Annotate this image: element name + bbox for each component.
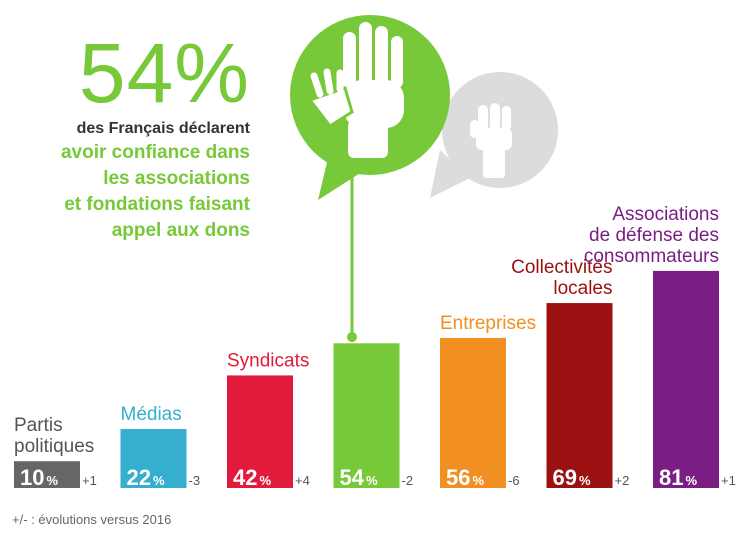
connector-dot [347, 332, 357, 342]
claim-line: et fondations faisant [64, 194, 250, 215]
claim-line: les associations [103, 168, 250, 189]
bar-category-label: de défense des [589, 225, 719, 246]
headline-percent: 54% [78, 26, 250, 120]
bar-value-label: 10% [20, 465, 58, 490]
bar-unit-label: % [685, 473, 697, 488]
bar-category-label: politiques [14, 436, 94, 457]
bar [227, 375, 293, 488]
bar-change-label: +2 [615, 473, 630, 488]
bar-category-label: Médias [121, 404, 182, 425]
bar-change-label: -3 [189, 473, 201, 488]
bar-unit-label: % [366, 473, 378, 488]
bar [546, 303, 613, 488]
bar [440, 337, 506, 488]
bar-category-label: Entreprises [440, 313, 536, 334]
bar-value-label: 69% [553, 465, 591, 490]
bar [120, 429, 187, 488]
bar-change-label: -2 [402, 473, 414, 488]
raised-fist-icon [470, 103, 512, 178]
bar-change-label: +4 [295, 473, 310, 488]
bar [653, 270, 719, 488]
claim-line: avoir confiance dans [60, 142, 250, 163]
claim-line: appel aux dons [111, 220, 250, 241]
bar-unit-label: % [46, 473, 58, 488]
headline-claim: avoir confiance dans les associations et… [20, 140, 250, 244]
bar-category-label: consommateurs [584, 246, 719, 267]
bar-category-label: Partis [14, 415, 63, 436]
bar-change-label: -6 [508, 473, 520, 488]
bar-unit-label: % [153, 473, 165, 488]
bar-unit-label: % [259, 473, 271, 488]
bar-change-label: +1 [721, 473, 736, 488]
headline-block: 54% des Français déclarent avoir confian… [20, 30, 250, 244]
bar-change-label: +1 [82, 473, 97, 488]
bar [14, 461, 80, 488]
helping-hand-icon [343, 22, 404, 158]
footnote: +/- : évolutions versus 2016 [12, 512, 172, 527]
bar [333, 343, 400, 488]
bar-category-label: locales [553, 278, 612, 299]
bar-unit-label: % [472, 473, 484, 488]
bar-category-label: Syndicats [227, 350, 309, 371]
bar-unit-label: % [579, 473, 591, 488]
bar-category-label: Associations [612, 204, 719, 225]
headline-intro: des Français déclarent [76, 120, 250, 137]
small-hand-icon [307, 68, 354, 129]
bar-category-label: Collectivités [511, 257, 612, 278]
